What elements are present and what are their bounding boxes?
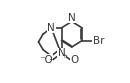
Text: ⁻O: ⁻O: [39, 55, 53, 65]
Text: N: N: [58, 48, 65, 58]
Text: Br: Br: [93, 36, 104, 46]
Text: O: O: [70, 55, 79, 65]
Text: N: N: [47, 23, 55, 33]
Text: −: −: [48, 57, 54, 63]
Text: +: +: [61, 53, 67, 59]
Text: N: N: [68, 13, 76, 23]
